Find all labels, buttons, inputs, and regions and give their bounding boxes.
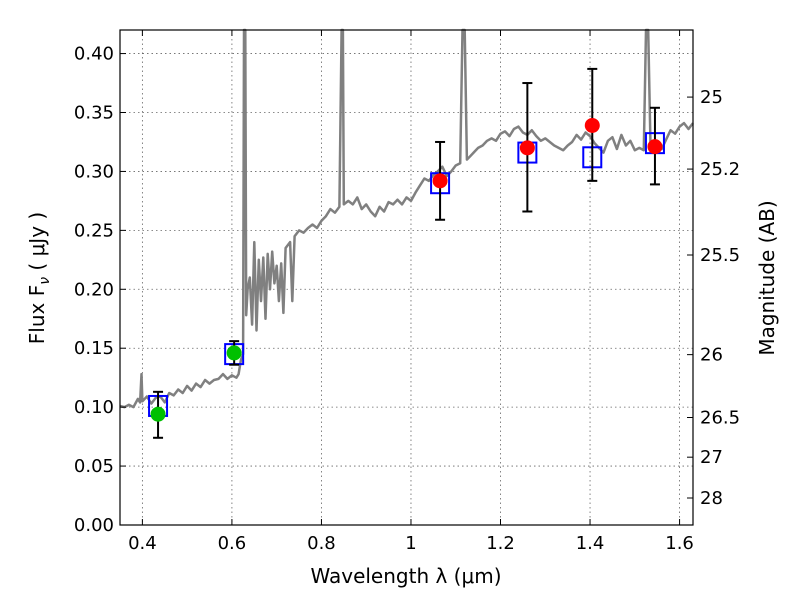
magnitude-tick-label: 25: [700, 87, 723, 108]
observed-flux-point: [647, 139, 663, 155]
y-tick-label: 0.25: [74, 220, 114, 241]
x-tick-label: 0.4: [128, 533, 157, 554]
x-tick-label: 1: [405, 533, 416, 554]
y-tick-label: 0.35: [74, 103, 114, 124]
observed-flux-point: [584, 117, 600, 133]
x-tick-label: 0.6: [218, 533, 247, 554]
grid: [120, 30, 693, 526]
y-axis-label: Flux Fν ( μJy ): [25, 212, 53, 344]
model-spectrum-line: [119, 28, 694, 409]
x-tick-label: 1.2: [486, 533, 515, 554]
x-tick-label: 1.6: [665, 533, 694, 554]
y-tick-label: 0.20: [74, 279, 114, 300]
y-tick-label: 0.10: [74, 397, 114, 418]
observed-flux-point: [226, 345, 242, 361]
x-axis-label: Wavelength λ (μm): [310, 564, 501, 588]
magnitude-tick-label: 25.5: [700, 245, 740, 266]
y-tick-label: 0.00: [74, 515, 114, 536]
magnitude-tick-label: 26: [700, 345, 723, 366]
x-tick-label: 0.8: [307, 533, 336, 554]
y-tick-label: 0.15: [74, 338, 114, 359]
data-marks: [148, 67, 665, 439]
plot-frame: [119, 29, 694, 526]
observed-flux-point: [519, 140, 535, 156]
y-tick-label: 0.40: [74, 44, 114, 65]
x-tick-label: 1.4: [576, 533, 605, 554]
observed-flux-point: [150, 406, 166, 422]
y-tick-label: 0.30: [74, 161, 114, 182]
observed-flux-point: [432, 173, 448, 189]
magnitude-tick-label: 27: [700, 447, 723, 468]
y-tick-label: 0.05: [74, 456, 114, 477]
magnitude-tick-label: 28: [700, 488, 723, 509]
magnitude-tick-label: 25.2: [700, 159, 740, 180]
axis-ticks: 0.4 0.6 0.8 1 1.2 1.4 1.6 0.00 0.05 0.10 0.15 0.20 0…: [74, 30, 740, 554]
magnitude-axis-label: Magnitude (AB): [755, 200, 779, 355]
magnitude-tick-label: 26.5: [700, 408, 740, 429]
